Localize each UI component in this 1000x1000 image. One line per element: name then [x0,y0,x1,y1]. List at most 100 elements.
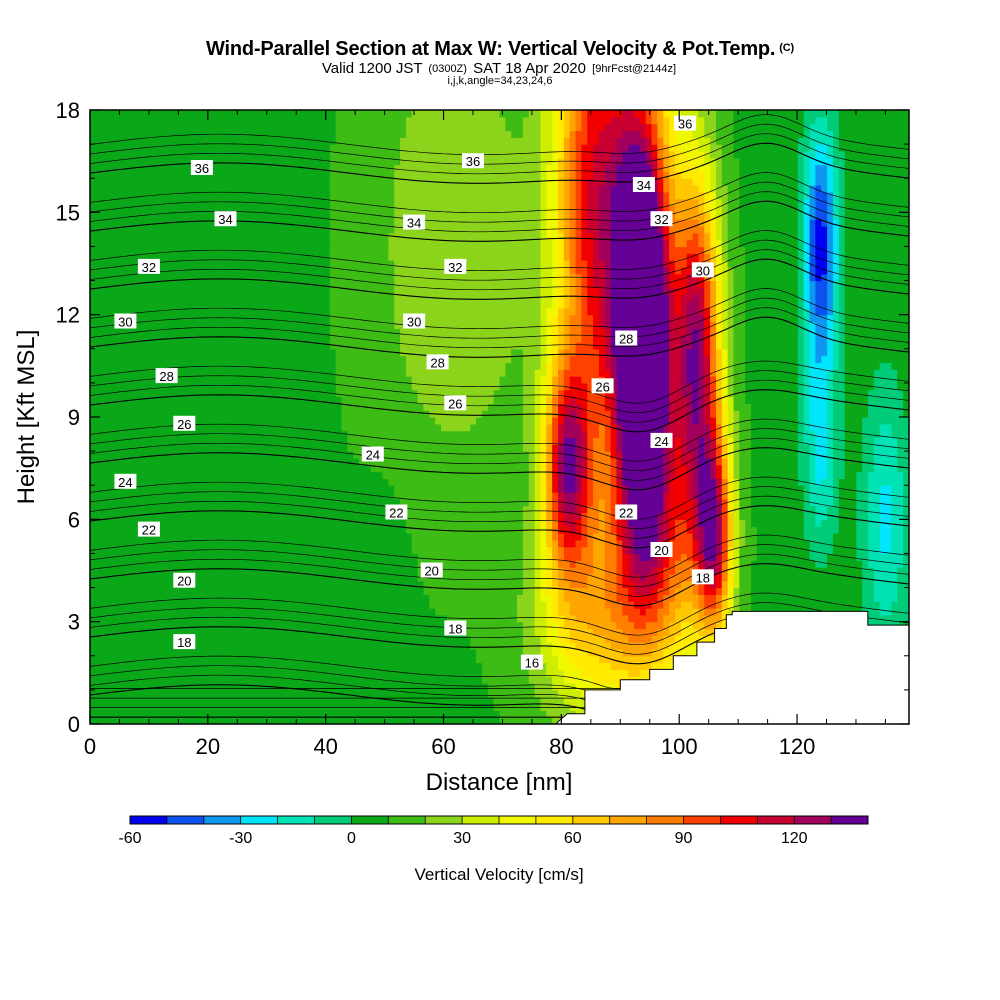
field-cell [616,526,623,534]
field-cell [686,553,694,561]
field-cell [517,492,524,500]
field-cell [622,567,629,575]
field-cell [464,696,471,705]
field-cell [160,587,167,595]
field-cell [183,505,191,514]
field-cell [265,689,272,698]
field-cell [780,594,787,602]
field-cell [745,505,752,514]
field-cell [446,498,454,507]
field-cell [201,546,208,555]
field-cell [704,621,711,630]
field-cell [534,498,542,507]
field-cell [207,580,214,589]
field-cell [481,689,489,698]
field-cell [476,608,483,616]
field-cell [417,717,425,724]
field-cell [499,683,506,691]
field-cell [464,648,471,657]
field-cell [177,478,185,486]
field-cell [283,710,290,718]
field-cell [417,505,425,514]
field-cell [423,519,430,527]
field-cell [101,498,109,507]
field-cell [417,601,425,609]
field-cell [522,512,530,520]
field-cell [751,532,758,541]
field-cell [423,587,430,595]
field-cell [242,689,249,698]
field-cell [312,580,319,589]
field-cell [136,498,144,507]
field-cell [540,676,547,684]
field-cell [733,573,740,582]
field-cell [891,567,898,575]
field-cell [388,635,395,643]
field-cell [400,614,407,623]
field-cell [125,669,132,677]
field-cell [259,539,267,548]
field-cell [236,505,243,514]
field-cell [382,526,389,534]
field-cell [558,519,565,527]
field-cell [160,703,167,711]
field-cell [715,573,723,582]
field-cell [423,526,430,534]
field-cell [119,655,126,664]
field-cell [563,587,571,595]
field-cell [663,587,670,595]
field-cell [107,532,114,541]
field-cell [645,580,653,589]
field-cell [581,539,588,548]
field-cell [598,587,606,595]
field-cell [95,621,103,630]
field-cell [207,648,214,657]
field-cell [464,505,471,514]
field-cell [628,532,635,541]
field-cell [616,662,623,671]
field-cell [903,485,909,493]
field-cell [493,546,501,555]
field-cell [587,580,594,589]
field-cell [364,601,372,609]
field-cell [142,485,150,493]
field-cell [136,505,144,514]
field-cell [552,601,559,609]
field-cell [212,498,220,507]
field-cell [458,587,465,595]
field-cell [639,587,647,595]
field-cell [844,601,852,609]
field-cell [534,539,542,548]
field-cell [622,628,629,636]
field-cell [218,601,226,609]
field-cell [534,689,542,698]
field-cell [253,621,261,630]
field-cell [230,587,237,595]
field-cell [809,601,816,609]
field-cell [359,505,366,514]
field-cell [376,703,384,711]
field-cell [119,567,126,575]
field-cell [294,478,302,486]
field-cell [130,642,138,650]
field-cell [195,526,202,534]
field-cell [148,648,155,657]
field-cell [394,614,401,623]
field-cell [558,683,565,691]
field-cell [394,662,401,671]
field-cell [259,587,267,595]
field-cell [136,492,144,500]
field-cell [645,553,653,561]
field-cell [259,683,267,691]
field-cell [464,594,471,602]
field-cell [101,635,109,643]
field-cell [768,492,776,500]
field-cell [324,648,331,657]
field-cell [195,478,202,486]
field-cell [651,485,659,493]
field-cell [154,710,161,718]
field-cell [522,601,530,609]
field-cell [300,573,308,582]
field-cell [534,717,542,724]
field-cell [136,580,144,589]
